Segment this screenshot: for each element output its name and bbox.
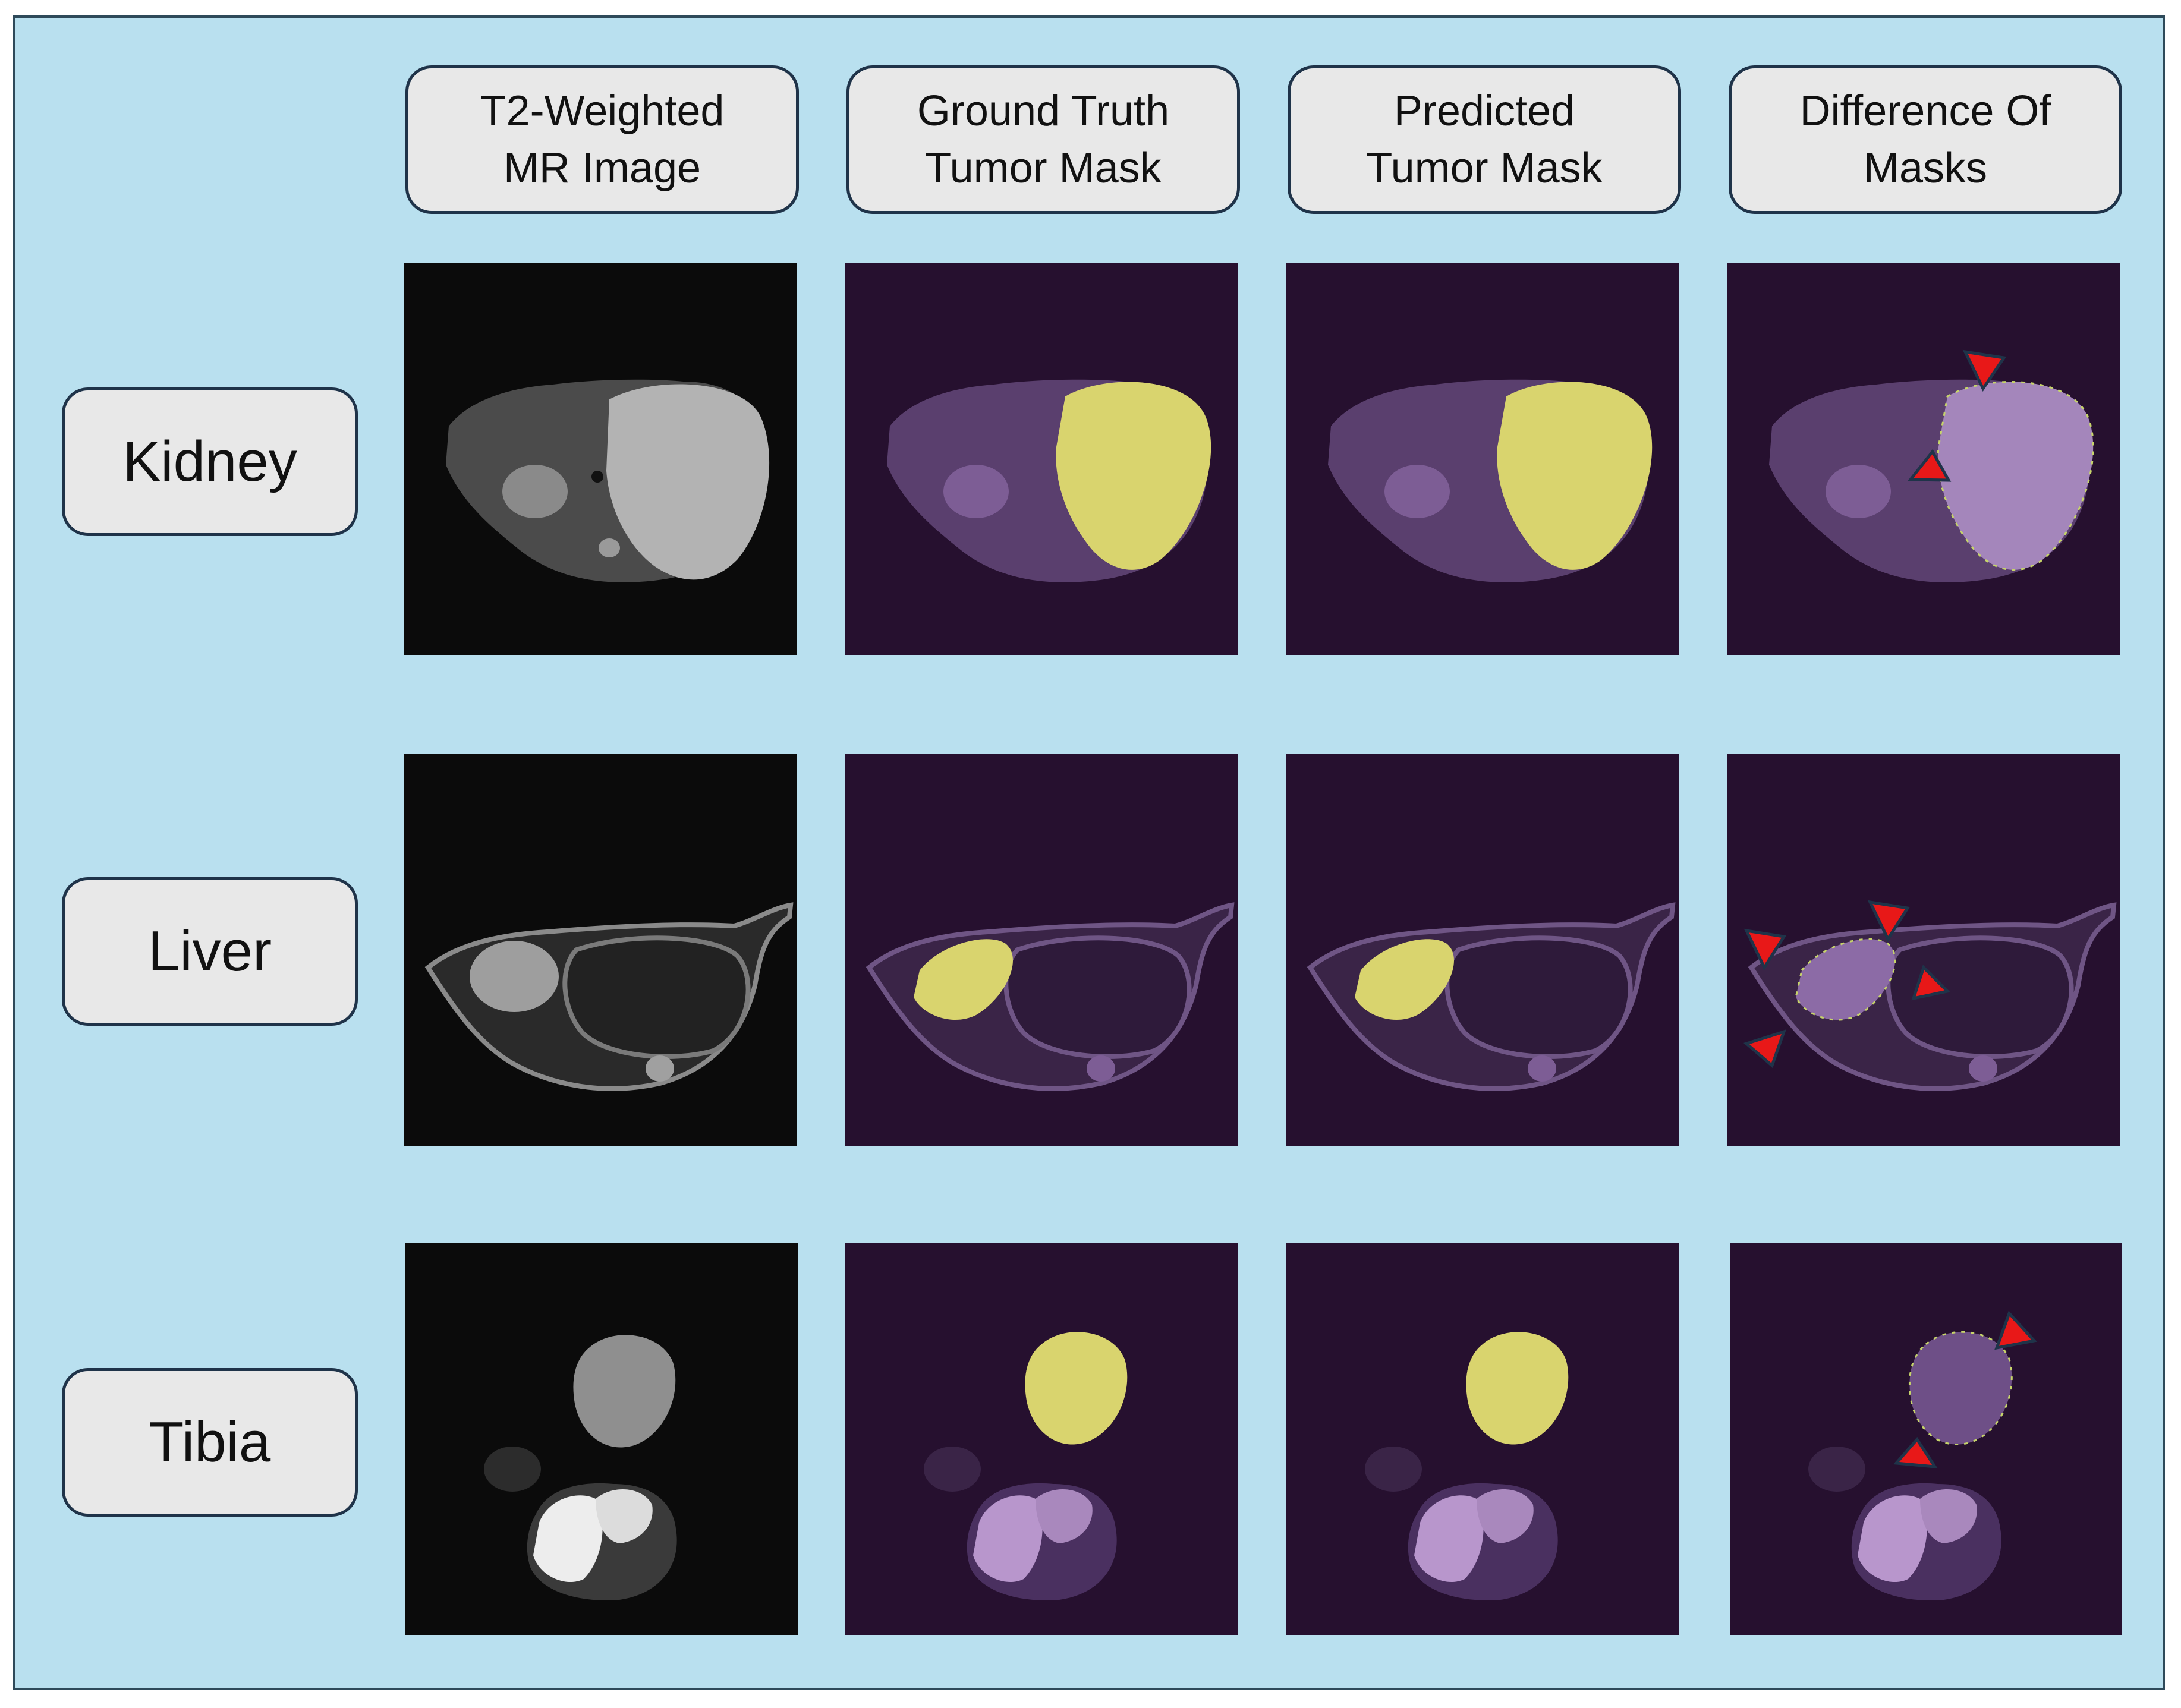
column-label-mr-image: T2-Weighted MR Image (405, 65, 799, 214)
liver-difference-mask (1727, 754, 2120, 1146)
red-arrowhead-icon (1743, 1029, 1787, 1069)
liver-mr-image (404, 754, 797, 1146)
kidney-difference-mask (1727, 263, 2120, 655)
figure-panel: T2-Weighted MR Image Ground Truth Tumor … (13, 15, 2165, 1690)
red-arrowhead-icon (1994, 1310, 2037, 1350)
row-label-kidney: Kidney (62, 387, 358, 536)
liver-ground-truth-mask (845, 754, 1238, 1146)
row-label-tibia: Tibia (62, 1368, 358, 1517)
column-label-ground-truth: Ground Truth Tumor Mask (846, 65, 1240, 214)
tibia-predicted-mask (1286, 1243, 1679, 1635)
kidney-mr-image (404, 263, 797, 655)
tibia-mr-image (405, 1243, 798, 1635)
tibia-ground-truth-mask (845, 1243, 1238, 1635)
kidney-ground-truth-mask (845, 263, 1238, 655)
row-label-liver: Liver (62, 877, 358, 1026)
red-arrowhead-icon (1743, 928, 1787, 971)
red-arrowhead-icon (1962, 349, 2007, 392)
tibia-difference-mask (1730, 1243, 2122, 1635)
red-arrowhead-icon (1867, 900, 1911, 943)
red-arrowhead-icon (1911, 965, 1951, 1001)
red-arrowhead-icon (1907, 449, 1952, 482)
kidney-predicted-mask (1286, 263, 1679, 655)
column-label-difference: Difference Of Masks (1729, 65, 2122, 214)
column-label-predicted: Predicted Tumor Mask (1288, 65, 1681, 214)
red-arrowhead-icon (1893, 1436, 1938, 1468)
liver-predicted-mask (1286, 754, 1679, 1146)
